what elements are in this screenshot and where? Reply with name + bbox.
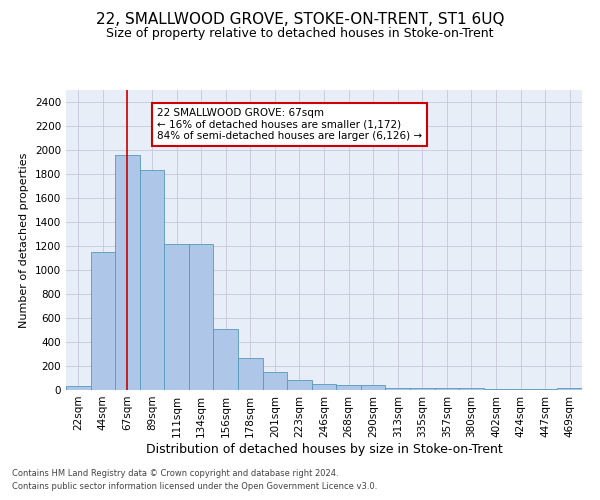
Text: Size of property relative to detached houses in Stoke-on-Trent: Size of property relative to detached ho…	[106, 28, 494, 40]
Bar	[312, 384, 336, 390]
Text: 22, SMALLWOOD GROVE, STOKE-ON-TRENT, ST1 6UQ: 22, SMALLWOOD GROVE, STOKE-ON-TRENT, ST1…	[96, 12, 504, 28]
Bar	[91, 252, 115, 390]
Text: Contains public sector information licensed under the Open Government Licence v3: Contains public sector information licen…	[12, 482, 377, 491]
Bar	[164, 244, 189, 390]
Bar	[361, 385, 385, 390]
Bar	[140, 170, 164, 390]
Bar	[410, 388, 434, 390]
Bar	[434, 388, 459, 390]
Bar	[66, 386, 91, 390]
Bar	[115, 155, 140, 390]
Text: 22 SMALLWOOD GROVE: 67sqm
← 16% of detached houses are smaller (1,172)
84% of se: 22 SMALLWOOD GROVE: 67sqm ← 16% of detac…	[157, 108, 422, 141]
Bar	[287, 380, 312, 390]
Bar	[189, 244, 214, 390]
Bar	[385, 388, 410, 390]
Bar	[336, 384, 361, 390]
Bar	[263, 372, 287, 390]
Bar	[459, 388, 484, 390]
Bar	[214, 329, 238, 390]
Bar	[557, 388, 582, 390]
Bar	[238, 358, 263, 390]
Text: Contains HM Land Registry data © Crown copyright and database right 2024.: Contains HM Land Registry data © Crown c…	[12, 468, 338, 477]
Y-axis label: Number of detached properties: Number of detached properties	[19, 152, 29, 328]
X-axis label: Distribution of detached houses by size in Stoke-on-Trent: Distribution of detached houses by size …	[146, 442, 502, 456]
